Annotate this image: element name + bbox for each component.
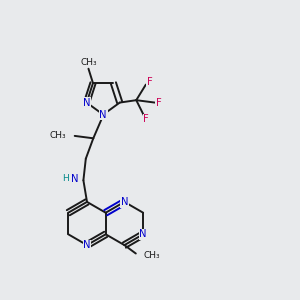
- Text: N: N: [140, 229, 147, 239]
- Text: N: N: [83, 240, 91, 250]
- Text: CH₃: CH₃: [144, 251, 160, 260]
- Text: N: N: [121, 197, 128, 207]
- Text: F: F: [147, 77, 152, 87]
- Text: F: F: [156, 98, 161, 108]
- Text: CH₃: CH₃: [81, 58, 98, 67]
- Text: F: F: [143, 114, 149, 124]
- Text: N: N: [99, 110, 107, 120]
- Text: H: H: [62, 174, 69, 183]
- Text: N: N: [83, 98, 90, 108]
- Text: CH₃: CH₃: [50, 131, 66, 140]
- Text: N: N: [71, 174, 79, 184]
